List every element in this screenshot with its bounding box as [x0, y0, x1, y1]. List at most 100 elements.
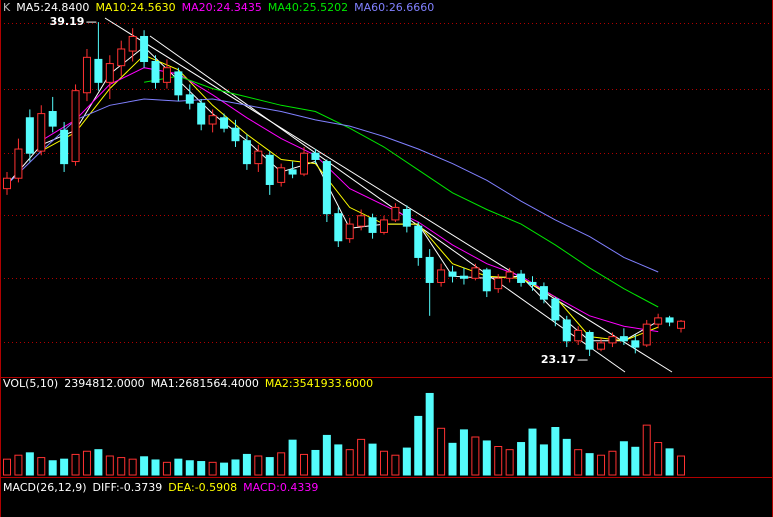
candle-body	[505, 271, 514, 279]
volume-bar	[208, 461, 217, 476]
volume-bar	[471, 436, 480, 476]
volume-bar	[197, 461, 206, 476]
volume-bar	[25, 452, 34, 476]
ma-line	[6, 46, 659, 342]
legend-text: DEA:-0.5908	[168, 481, 237, 494]
volume-bar	[311, 449, 320, 476]
candle-body	[402, 208, 411, 227]
legend-text: MACD:0.4339	[243, 481, 318, 494]
candle-body	[425, 256, 434, 283]
volume-bar	[105, 455, 114, 476]
candle-body	[311, 152, 320, 160]
candle-body	[517, 273, 526, 283]
candle-body	[254, 150, 263, 165]
candle-body	[494, 277, 503, 290]
candle-body	[220, 117, 229, 129]
candle-body	[128, 35, 137, 52]
volume-bar	[414, 415, 423, 476]
candle-body	[140, 35, 149, 62]
candle-body	[265, 154, 274, 185]
volume-bar	[288, 439, 297, 476]
volume-bar	[48, 460, 57, 476]
legend-text: MA10:24.5630	[95, 1, 175, 14]
candle-body	[277, 167, 286, 183]
trend-line	[104, 17, 673, 373]
volume-bar	[619, 441, 628, 476]
candle-body	[197, 102, 206, 125]
candle-body	[665, 317, 674, 323]
candle-body	[288, 169, 297, 175]
candle-body	[539, 286, 548, 300]
candle-body	[185, 94, 194, 104]
candle-body	[642, 323, 651, 346]
volume-bar	[357, 438, 366, 476]
volume-bar	[402, 447, 411, 476]
volume-bar	[128, 458, 137, 476]
volume-bar	[37, 457, 46, 476]
candle-body	[608, 336, 617, 344]
candle-body	[574, 329, 583, 342]
volume-bar	[425, 392, 434, 476]
volume-bar	[654, 442, 663, 476]
volume-bar	[459, 429, 468, 476]
volume-bar	[71, 453, 80, 476]
volume-bar	[174, 458, 183, 476]
candle-body	[585, 331, 594, 350]
legend-text: MA20:24.3435	[182, 1, 262, 14]
volume-bar	[185, 460, 194, 476]
volume-bar	[322, 434, 331, 476]
volume-bar	[254, 455, 263, 476]
candle-body	[368, 217, 377, 233]
volume-bar	[448, 442, 457, 476]
volume-bar	[391, 454, 400, 476]
candle-body	[551, 298, 560, 321]
candle-body	[300, 152, 309, 175]
candle-body	[37, 113, 46, 152]
candle-body	[562, 319, 571, 342]
volume-bar	[242, 453, 251, 476]
volume-bar	[3, 458, 11, 476]
min-label: 23.17	[541, 353, 576, 366]
volume-bar	[300, 453, 309, 476]
candle-body	[3, 177, 11, 190]
candle-body	[471, 267, 480, 279]
legend-text: K	[3, 1, 11, 14]
candle-body	[231, 127, 240, 142]
ma-line	[144, 75, 659, 308]
volume-bar	[140, 456, 149, 476]
candle-body	[528, 281, 537, 286]
volume-bar	[528, 428, 537, 476]
candle-body	[208, 115, 217, 125]
trend-lines	[104, 17, 673, 373]
volume-bar	[585, 453, 594, 476]
candle-body	[448, 271, 457, 277]
candle-body	[437, 269, 446, 283]
candle-body	[242, 140, 251, 165]
volume-bar	[265, 457, 274, 476]
candle-body	[14, 148, 23, 179]
candle-body	[482, 269, 491, 292]
volume-bar	[162, 461, 171, 476]
candle-body	[357, 215, 366, 227]
volume-bar	[574, 449, 583, 476]
candle-body	[94, 58, 103, 83]
volume-bar	[608, 450, 617, 476]
volume-bar	[505, 449, 514, 476]
candle-body	[677, 320, 685, 329]
volume-bar	[14, 454, 23, 476]
volume-bar	[437, 427, 446, 476]
candle-body	[105, 63, 114, 83]
volume-bar	[82, 450, 91, 476]
max-label: 39.19	[50, 15, 85, 28]
legend-text: MA5:24.8400	[16, 1, 89, 14]
volume-bar	[379, 450, 388, 476]
candle-body	[334, 213, 343, 242]
volume-bar	[539, 444, 548, 476]
candle-body	[71, 90, 80, 163]
candle-body	[631, 340, 640, 348]
candle-body	[345, 223, 354, 240]
candle-body	[174, 71, 183, 96]
candle-body	[619, 336, 628, 342]
plot: K MA5:24.8400 MA10:24.5630 MA20:24.3435 MA40…	[3, 1, 685, 494]
